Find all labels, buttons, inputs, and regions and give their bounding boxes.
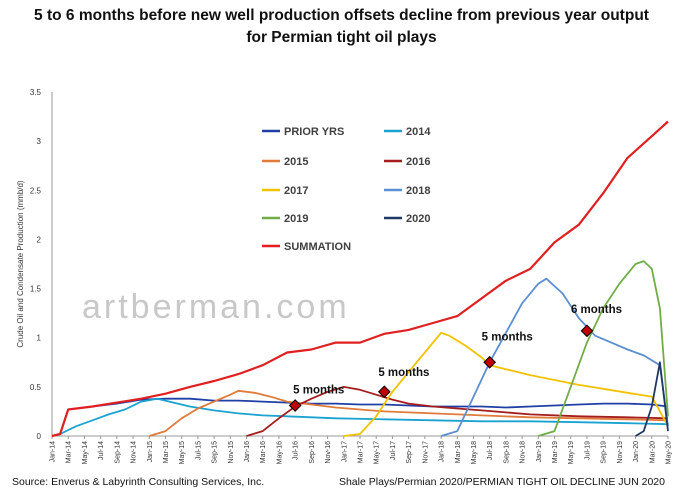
x-tick-label: Mar-16 [260, 441, 267, 463]
x-tick-label: May-19 [568, 441, 575, 464]
source-note: Source: Enverus & Labyrinth Consulting S… [12, 476, 265, 488]
y-tick-label: 1 [37, 334, 42, 343]
x-tick-label: May-14 [82, 441, 89, 464]
annotation-marker [288, 399, 302, 412]
x-tick-label: Nov-16 [325, 441, 332, 464]
x-tick-label: Jan-14 [50, 441, 57, 463]
chart-title: 5 to 6 months before new well production… [34, 7, 649, 24]
x-tick-label: Jul-17 [390, 441, 397, 460]
series-line-2020 [635, 361, 669, 437]
x-tick-label: May-20 [666, 441, 673, 464]
x-tick-label: Mar-20 [649, 441, 656, 463]
legend-label: 2018 [406, 185, 430, 197]
x-tick-label: Nov-18 [520, 441, 527, 464]
x-tick-label: Nov-15 [228, 441, 235, 464]
annotation-marker [580, 324, 594, 338]
y-tick-label: 3 [37, 137, 42, 146]
annotation-marker [483, 355, 497, 369]
x-tick-label: Sep-18 [503, 441, 510, 464]
x-tick-label: Jan-15 [147, 441, 154, 463]
x-tick-label: Sep-19 [601, 441, 608, 464]
x-tick-label: Sep-17 [406, 441, 413, 464]
legend-label: SUMMATION [284, 241, 351, 253]
y-tick-label: 1.5 [30, 285, 42, 294]
y-axis-label: Crude Oil and Condensate Production (mmb… [16, 180, 25, 348]
series-line-2015 [149, 389, 669, 437]
x-tick-label: Jan-20 [633, 441, 640, 463]
x-tick-label: May-18 [471, 441, 478, 464]
x-tick-label: Jul-14 [98, 441, 105, 460]
legend-label: 2019 [284, 213, 308, 225]
watermark: artberman.com [82, 288, 350, 326]
series-line-2019 [538, 260, 669, 437]
series-line-summation [51, 120, 669, 438]
series-line-2018 [440, 277, 669, 437]
x-tick-label: Sep-15 [212, 441, 219, 464]
x-tick-label: Nov-17 [422, 441, 429, 464]
x-tick-label: Sep-14 [114, 441, 121, 464]
x-tick-label: Mar-19 [552, 441, 559, 463]
x-tick-label: May-17 [374, 441, 381, 464]
chart-subtitle: for Permian tight oil plays [246, 29, 437, 46]
x-tick-label: Mar-18 [455, 441, 462, 463]
y-tick-label: 0.5 [30, 383, 42, 392]
legend-label: 2014 [406, 126, 431, 138]
file-reference: Shale Plays/Permian 2020/PERMIAN TIGHT O… [338, 476, 665, 488]
x-tick-label: Jan-19 [536, 441, 543, 463]
x-tick-label: Nov-14 [131, 441, 138, 464]
x-tick-label: Jan-16 [244, 441, 251, 463]
y-tick-label: 3.5 [30, 88, 42, 97]
x-tick-label: Sep-16 [309, 441, 316, 464]
y-tick-label: 0 [37, 432, 42, 441]
x-tick-label: Jan-18 [439, 441, 446, 463]
annotation-label: 5 months [482, 331, 533, 343]
legend-label: PRIOR YRS [284, 126, 344, 138]
annotation-marker [377, 385, 391, 399]
legend-label: 2020 [406, 213, 430, 225]
legend-label: 2016 [406, 156, 430, 168]
annotation-label: 5 months [293, 385, 344, 397]
x-tick-label: Mar-15 [163, 441, 170, 463]
series-line-2017 [343, 331, 669, 437]
x-tick-label: Nov-19 [617, 441, 624, 464]
x-tick-label: May-16 [276, 441, 283, 464]
x-tick-label: May-15 [179, 441, 186, 464]
y-tick-label: 2.5 [30, 186, 42, 195]
legend-label: 2015 [284, 156, 308, 168]
x-tick-label: Mar-17 [358, 441, 365, 463]
series-line-2014 [51, 397, 669, 437]
x-tick-label: Jan-17 [341, 441, 348, 463]
y-tick-label: 2 [37, 235, 42, 244]
x-tick-label: Jul-18 [487, 441, 494, 460]
x-tick-label: Jul-19 [584, 441, 591, 460]
x-tick-label: Jul-15 [195, 441, 202, 460]
annotation-label: 5 months [378, 367, 429, 379]
x-tick-label: Mar-14 [66, 441, 73, 463]
legend-label: 2017 [284, 185, 308, 197]
annotation-label: 6 months [571, 304, 622, 316]
x-tick-label: Jul-16 [293, 441, 300, 460]
